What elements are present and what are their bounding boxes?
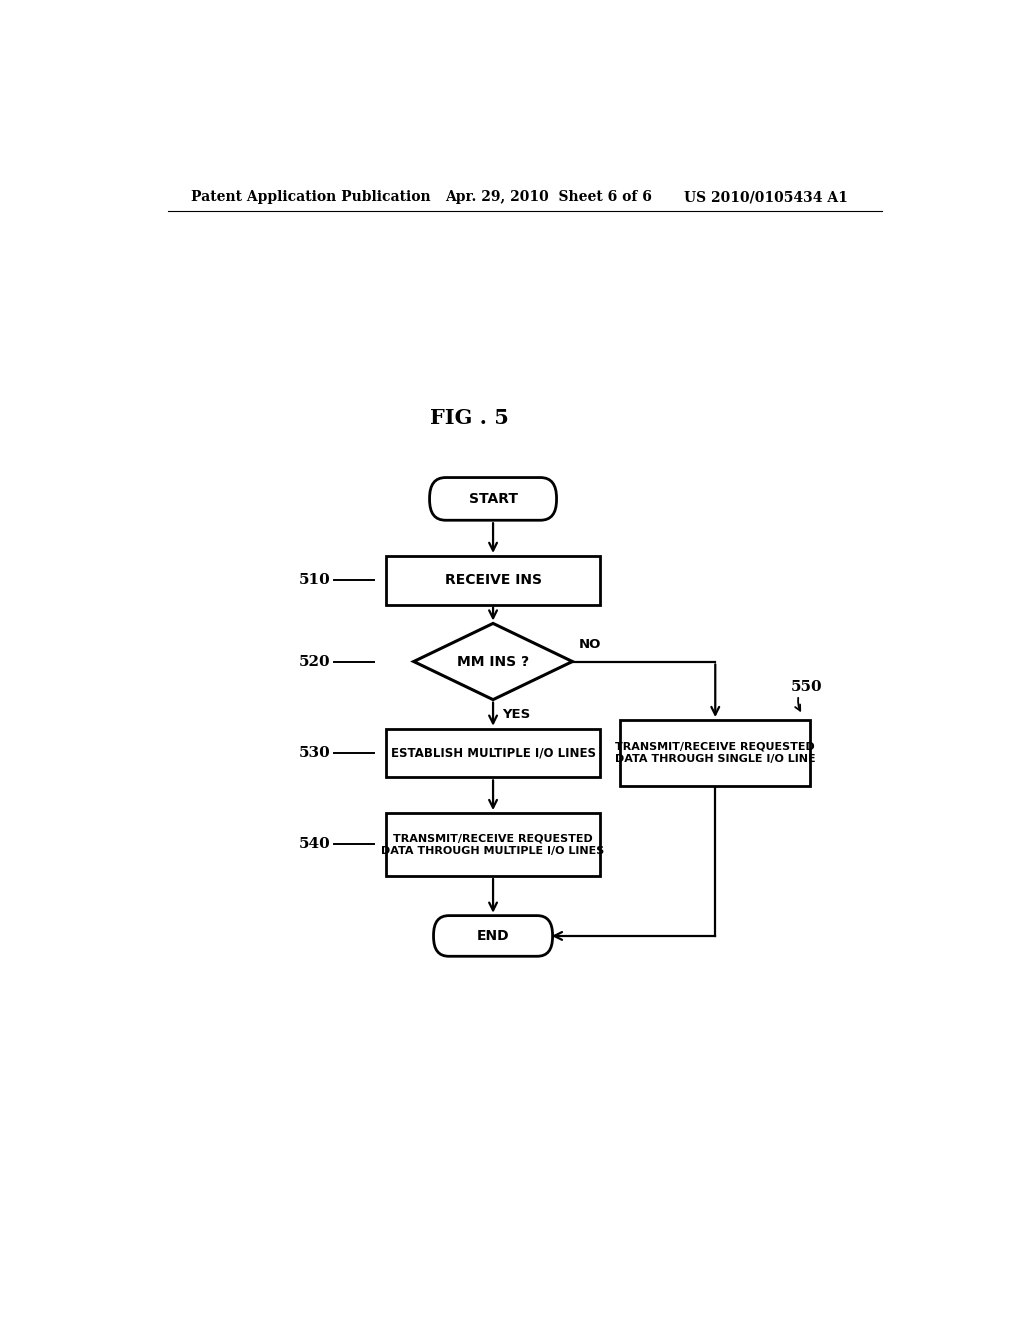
Bar (620, 719, 810, 785)
FancyBboxPatch shape (433, 916, 553, 956)
Text: RECEIVE INS: RECEIVE INS (444, 573, 542, 587)
Text: START: START (469, 492, 517, 506)
Text: 510: 510 (299, 573, 331, 587)
Bar (386, 556, 600, 605)
Text: NO: NO (579, 639, 601, 651)
Text: MM INS ?: MM INS ? (457, 655, 529, 668)
Text: ESTABLISH MULTIPLE I/O LINES: ESTABLISH MULTIPLE I/O LINES (390, 747, 596, 759)
Text: FIG . 5: FIG . 5 (430, 408, 509, 428)
Text: Apr. 29, 2010  Sheet 6 of 6: Apr. 29, 2010 Sheet 6 of 6 (445, 190, 652, 205)
Bar (386, 729, 600, 777)
Text: END: END (477, 929, 509, 942)
FancyBboxPatch shape (430, 478, 557, 520)
Text: YES: YES (503, 708, 530, 721)
Bar (386, 813, 600, 876)
Text: 540: 540 (299, 837, 331, 851)
Text: 530: 530 (299, 746, 331, 760)
Text: 550: 550 (791, 680, 822, 694)
Text: TRANSMIT/RECEIVE REQUESTED
DATA THROUGH SINGLE I/O LINE: TRANSMIT/RECEIVE REQUESTED DATA THROUGH … (615, 742, 815, 764)
Text: TRANSMIT/RECEIVE REQUESTED
DATA THROUGH MULTIPLE I/O LINES: TRANSMIT/RECEIVE REQUESTED DATA THROUGH … (381, 833, 605, 855)
Text: US 2010/0105434 A1: US 2010/0105434 A1 (684, 190, 848, 205)
Text: Patent Application Publication: Patent Application Publication (191, 190, 431, 205)
Polygon shape (414, 623, 572, 700)
Text: 520: 520 (299, 655, 331, 668)
